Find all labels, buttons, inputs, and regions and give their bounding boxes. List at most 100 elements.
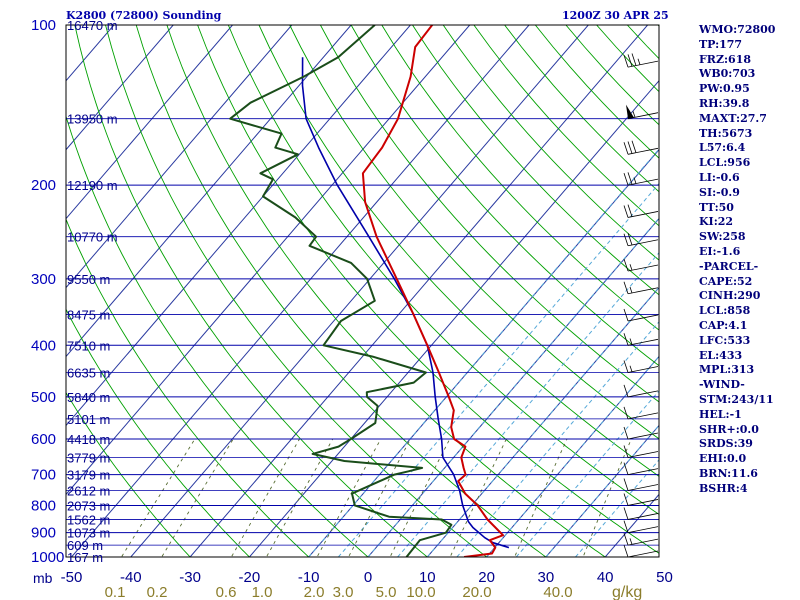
index-item: LI:-0.6 <box>699 170 740 184</box>
index-item: MPL:313 <box>699 363 755 377</box>
index-item: LFC:533 <box>699 333 751 347</box>
wind-barb <box>623 232 659 247</box>
mixing-ratio-line <box>389 438 451 557</box>
isotherm-line <box>66 25 233 220</box>
height-label: 16470 m <box>67 18 118 33</box>
isotherm-line <box>66 25 411 427</box>
index-item: TT:50 <box>699 200 734 214</box>
index-item: WB0:703 <box>699 67 756 81</box>
moist-adiabat-line <box>367 217 659 557</box>
height-label: 7510 m <box>67 338 110 353</box>
mixing-ratio-line <box>582 438 632 557</box>
height-label: 1073 m <box>67 526 110 541</box>
dry-adiabat-line <box>320 25 659 403</box>
pressure-tick-label: 500 <box>31 389 56 406</box>
index-item: STM:243/11 <box>699 392 774 406</box>
dry-adiabat-line <box>166 25 606 557</box>
wind-barb <box>623 333 659 346</box>
index-item: -WIND- <box>699 378 745 392</box>
index-item: BSHR:4 <box>699 481 748 495</box>
dry-adiabat-line <box>66 391 191 557</box>
index-item: EI:-1.6 <box>699 244 741 258</box>
dry-adiabat-line <box>442 25 659 261</box>
wind-barb <box>623 172 659 186</box>
index-item: CAP:4.1 <box>699 318 748 332</box>
index-item: SW:258 <box>699 230 746 244</box>
isotherm-line <box>545 424 659 557</box>
wind-barb <box>623 281 659 295</box>
wind-barb <box>623 426 659 440</box>
isotherm-line <box>486 355 659 557</box>
mixing-ratio-line <box>316 438 382 557</box>
parcel-profile-line <box>301 57 510 549</box>
mixing-ratio-line <box>230 438 300 557</box>
index-item: TP:177 <box>699 37 743 51</box>
moist-adiabat-line <box>337 182 659 557</box>
dry-adiabat-line <box>105 25 488 557</box>
pressure-tick-label: 200 <box>31 177 56 194</box>
temperature-tick-label: 50 <box>656 569 673 586</box>
wind-barb <box>623 384 659 398</box>
sounding-time: 1200Z 30 APR 25 <box>562 9 669 22</box>
index-item: HEL:-1 <box>699 407 742 421</box>
index-item: SRDS:39 <box>699 437 753 451</box>
temperature-tick-label: -50 <box>61 569 83 586</box>
dewpoint-profile-line <box>229 25 453 557</box>
height-label: 12190 m <box>67 178 118 193</box>
index-item: FRZ:618 <box>699 52 752 66</box>
dry-adiabat-line <box>197 25 659 554</box>
index-item: -PARCEL- <box>699 259 759 273</box>
isotherm-line <box>71 25 530 557</box>
height-label: 609 m <box>67 538 103 553</box>
moist-adiabat-line <box>308 148 659 557</box>
wind-barb <box>623 204 659 218</box>
index-item: SHR+:0.0 <box>699 422 759 436</box>
isotherm-line <box>66 25 352 358</box>
mixing-ratio-tick-label: 2.0 <box>304 584 325 600</box>
dry-adiabat-line <box>66 114 369 557</box>
wind-barb <box>623 140 659 155</box>
index-item: TH:5673 <box>699 126 753 140</box>
mixing-ratio-tick-label: 20.0 <box>462 584 491 600</box>
index-item: CAPE:52 <box>699 274 753 288</box>
height-label: 10770 m <box>67 230 118 245</box>
wind-barb <box>623 520 659 534</box>
index-item: EL:433 <box>699 348 743 362</box>
wind-barb <box>623 406 659 420</box>
index-item: RH:39.8 <box>699 96 750 110</box>
height-label: 2073 m <box>67 498 110 513</box>
mixing-ratio-tick-label: 10.0 <box>406 584 435 600</box>
wind-barb <box>623 308 659 322</box>
index-item: LCL:858 <box>699 304 751 318</box>
pressure-tick-label: 600 <box>31 431 56 448</box>
moist-adiabat-line <box>515 390 659 557</box>
moist-adiabat-line <box>486 355 659 557</box>
mixing-ratio-line <box>265 438 334 557</box>
moist-adiabat-line <box>545 424 659 557</box>
mixing-ratio-tick-label: 0.6 <box>216 584 237 600</box>
mixing-ratio-line <box>161 438 234 557</box>
wind-barb <box>626 104 659 120</box>
height-label: 167 m <box>67 550 103 565</box>
pressure-unit-label: mb <box>33 570 53 586</box>
station-title: K2800 (72800) Sounding <box>66 9 222 22</box>
height-label: 13950 m <box>67 112 118 127</box>
temperature-tick-label: -10 <box>298 569 320 586</box>
dry-adiabat-line <box>289 25 659 440</box>
dry-adiabat-line <box>781 25 800 568</box>
isotherm-line <box>66 25 471 496</box>
height-label: 6635 m <box>67 366 110 381</box>
temperature-tick-label: 40 <box>597 569 614 586</box>
index-item: EHI:0.0 <box>699 452 747 466</box>
sounding-indices: WMO:72800 TP:177 FRZ:618 WB0:703 PW:0.95 RH:3… <box>699 23 775 497</box>
mixing-ratio-unit-label: g/kg <box>612 584 642 600</box>
wind-barb <box>623 462 659 475</box>
temperature-tick-label: 10 <box>419 569 436 586</box>
wind-barb <box>623 507 659 520</box>
pressure-tick-label: 700 <box>31 467 56 484</box>
temperature-tick-label: -30 <box>179 569 201 586</box>
dry-adiabat-line <box>412 25 659 296</box>
isotherm-line <box>66 25 293 289</box>
dry-adiabat-line <box>135 25 547 557</box>
